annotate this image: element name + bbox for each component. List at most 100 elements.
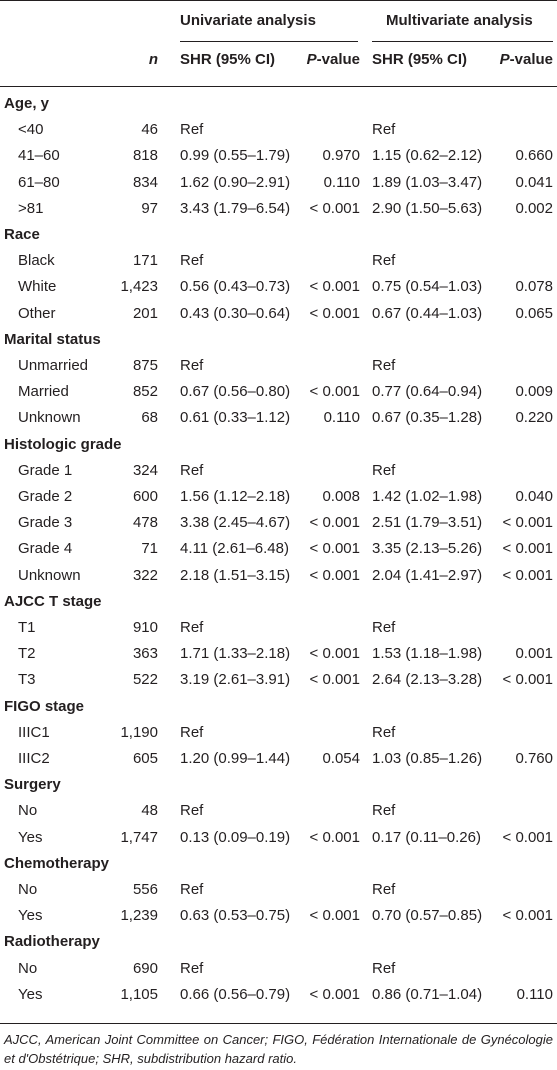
cell-univariate-shr: Ref	[180, 462, 204, 479]
table-row: 41–60 818 0.99 (0.55–1.79) 0.970 1.15 (0.62–…	[0, 143, 557, 169]
cell-multivariate-p: 0.065	[515, 305, 553, 322]
row-label: Grade 1	[18, 462, 73, 479]
cell-univariate-shr: Ref	[180, 960, 204, 977]
cell-multivariate-shr: Ref	[372, 724, 396, 741]
table-row: Yes 1,239 0.63 (0.53–0.75) < 0.001 0.70 (0.5…	[0, 903, 557, 929]
cell-multivariate-shr: 0.17 (0.11–0.26)	[372, 829, 481, 846]
footnote-text: AJCC, American Joint Committee on Cancer…	[4, 1032, 553, 1066]
cell-multivariate-shr: Ref	[372, 881, 396, 898]
cell-multivariate-shr: 0.67 (0.35–1.28)	[372, 409, 483, 426]
cell-multivariate-shr: 2.90 (1.50–5.63)	[372, 200, 483, 217]
cell-multivariate-p: 0.009	[515, 383, 553, 400]
cell-multivariate-p: 0.760	[515, 750, 553, 767]
header-n: n	[148, 51, 158, 68]
cell-multivariate-p: < 0.001	[502, 671, 553, 688]
cell-multivariate-p: < 0.001	[502, 567, 553, 584]
cell-multivariate-shr: 1.03 (0.85–1.26)	[372, 750, 483, 767]
cell-n: 363	[132, 645, 158, 662]
cell-univariate-shr: 1.20 (0.99–1.44)	[180, 750, 291, 767]
table-row: IIIC1 1,190 Ref Ref	[0, 720, 557, 746]
table-row: Unmarried 875 Ref Ref	[0, 353, 557, 379]
table-row: T3 522 3.19 (2.61–3.91) < 0.001 2.64 (2.13–3…	[0, 667, 557, 693]
cell-multivariate-shr: Ref	[372, 802, 396, 819]
cell-multivariate-shr: 2.51 (1.79–3.51)	[372, 514, 483, 531]
cell-univariate-shr: Ref	[180, 252, 204, 269]
section-header-row: Marital status	[0, 327, 557, 353]
cell-univariate-shr: 4.11 (2.61–6.48)	[180, 540, 289, 557]
row-label: Married	[18, 383, 69, 400]
header-shr-univariate: SHR (95% CI)	[180, 51, 276, 68]
cell-univariate-shr: 0.67 (0.56–0.80)	[180, 383, 291, 400]
cell-n: 1,190	[120, 724, 158, 741]
cell-univariate-shr: 1.62 (0.90–2.91)	[180, 174, 291, 191]
cell-multivariate-shr: 2.04 (1.41–2.97)	[372, 567, 483, 584]
cell-univariate-shr: 0.99 (0.55–1.79)	[180, 147, 291, 164]
table-row: Married 852 0.67 (0.56–0.80) < 0.001 0.77 (0…	[0, 379, 557, 405]
row-label: Race	[4, 226, 40, 243]
cell-multivariate-shr: 0.70 (0.57–0.85)	[372, 907, 483, 924]
row-label: No	[18, 802, 38, 819]
cell-n: 46	[141, 121, 158, 138]
cell-n: 324	[132, 462, 158, 479]
cell-univariate-shr: 3.19 (2.61–3.91)	[180, 671, 291, 688]
cell-univariate-shr: Ref	[180, 724, 204, 741]
section-header-row: Race	[0, 222, 557, 248]
table-row: Grade 2 600 1.56 (1.12–2.18) 0.008 1.42 (1.0…	[0, 484, 557, 510]
cell-univariate-shr: Ref	[180, 357, 204, 374]
cell-univariate-p: 0.054	[322, 750, 360, 767]
cell-multivariate-p: < 0.001	[502, 907, 553, 924]
table-row: Grade 3 478 3.38 (2.45–4.67) < 0.001 2.51 (1…	[0, 510, 557, 536]
cell-multivariate-p: 0.660	[515, 147, 553, 164]
row-label: IIIC2	[18, 750, 50, 767]
cell-multivariate-shr: 0.67 (0.44–1.03)	[372, 305, 483, 322]
table-row: T1 910 Ref Ref	[0, 615, 557, 641]
table-row: Unknown 68 0.61 (0.33–1.12) 0.110 0.67 (0.35…	[0, 405, 557, 431]
section-header-row: Histologic grade	[0, 432, 557, 458]
cell-univariate-shr: 1.71 (1.33–2.18)	[180, 645, 291, 662]
cell-multivariate-p: 0.001	[515, 645, 553, 662]
cell-univariate-shr: Ref	[180, 121, 204, 138]
cell-multivariate-shr: 1.15 (0.62–2.12)	[372, 147, 483, 164]
cell-univariate-shr: 0.66 (0.56–0.79)	[180, 986, 291, 1003]
multivariate-underline	[372, 41, 553, 42]
cell-univariate-p: 0.970	[322, 147, 360, 164]
cell-n: 852	[132, 383, 158, 400]
row-label: IIIC1	[18, 724, 50, 741]
cell-univariate-p: 0.110	[323, 174, 360, 191]
cell-univariate-p: < 0.001	[309, 567, 360, 584]
table-row: 61–80 834 1.62 (0.90–2.91) 0.110 1.89 (1.03–…	[0, 170, 557, 196]
cell-n: 1,239	[120, 907, 158, 924]
cell-n: 322	[132, 567, 158, 584]
table-row: Grade 1 324 Ref Ref	[0, 458, 557, 484]
row-label: Black	[18, 252, 55, 269]
table-top-rule	[0, 0, 557, 1]
cell-multivariate-p: < 0.001	[502, 829, 553, 846]
row-label: Age, y	[4, 95, 50, 112]
cell-multivariate-shr: Ref	[372, 619, 396, 636]
cell-univariate-p: < 0.001	[309, 671, 360, 688]
table-row: Black 171 Ref Ref	[0, 248, 557, 274]
row-label: <40	[18, 121, 44, 138]
row-label: Other	[18, 305, 56, 322]
table-row: Yes 1,105 0.66 (0.56–0.79) < 0.001 0.86 (0.7…	[0, 982, 557, 1008]
header-p-multivariate: P-value	[499, 51, 553, 68]
row-label: Marital status	[4, 331, 101, 348]
cell-univariate-p: < 0.001	[309, 383, 360, 400]
row-label: Grade 4	[18, 540, 73, 557]
cell-multivariate-shr: 1.53 (1.18–1.98)	[372, 645, 483, 662]
row-label: Surgery	[4, 776, 61, 793]
row-label: T2	[18, 645, 36, 662]
cell-univariate-shr: 3.43 (1.79–6.54)	[180, 200, 291, 217]
row-label: Yes	[18, 986, 43, 1003]
cell-multivariate-shr: 0.86 (0.71–1.04)	[372, 986, 483, 1003]
cell-n: 834	[132, 174, 158, 191]
cell-n: 875	[132, 357, 158, 374]
cell-multivariate-shr: 0.75 (0.54–1.03)	[372, 278, 483, 295]
section-header-row: FIGO stage	[0, 694, 557, 720]
cell-univariate-shr: 0.61 (0.33–1.12)	[180, 409, 291, 426]
cell-n: 1,747	[120, 829, 158, 846]
cell-n: 818	[132, 147, 158, 164]
cell-n: 478	[132, 514, 158, 531]
table-row: <40 46 Ref Ref	[0, 117, 557, 143]
row-label: Histologic grade	[4, 436, 122, 453]
